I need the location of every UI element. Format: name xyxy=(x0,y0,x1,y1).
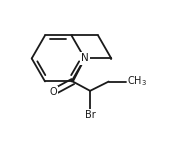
Text: Br: Br xyxy=(85,110,96,120)
Text: CH$_3$: CH$_3$ xyxy=(127,75,147,88)
Text: O: O xyxy=(49,87,57,97)
Text: N: N xyxy=(81,54,89,64)
